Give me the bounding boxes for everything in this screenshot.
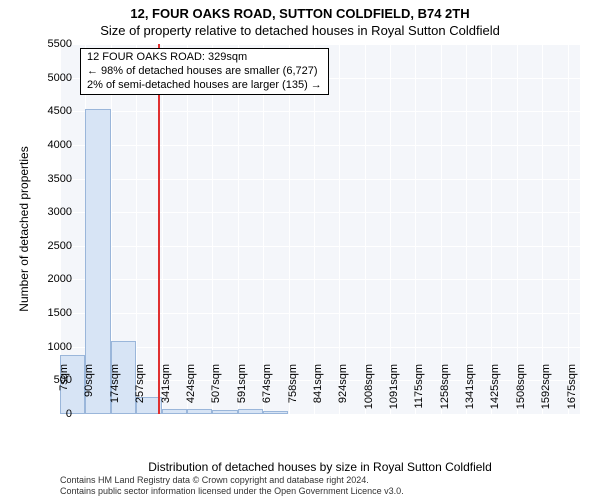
- x-tick-label: 507sqm: [210, 364, 222, 424]
- grid-line-h: [60, 145, 580, 146]
- annotation-line3: 2% of semi-detached houses are larger (1…: [87, 79, 322, 93]
- x-tick-label: 758sqm: [287, 364, 299, 424]
- footer-line1: Contains HM Land Registry data © Crown c…: [60, 475, 580, 486]
- grid-line-v: [466, 44, 467, 414]
- x-tick-label: 1175sqm: [413, 364, 425, 424]
- y-tick-label: 3000: [22, 206, 72, 218]
- y-tick-label: 3500: [22, 173, 72, 185]
- y-tick-label: 1000: [22, 341, 72, 353]
- y-tick-label: 4500: [22, 105, 72, 117]
- x-tick-label: 174sqm: [109, 364, 121, 424]
- grid-line-v: [441, 44, 442, 414]
- grid-line-h: [60, 44, 580, 45]
- x-tick-label: 1341sqm: [464, 364, 476, 424]
- x-tick-label: 424sqm: [185, 364, 197, 424]
- grid-line-h: [60, 246, 580, 247]
- x-tick-label: 7sqm: [58, 364, 70, 424]
- grid-line-v: [568, 44, 569, 414]
- grid-line-h: [60, 279, 580, 280]
- reference-line: [158, 44, 160, 414]
- y-tick-label: 1500: [22, 307, 72, 319]
- grid-line-v: [339, 44, 340, 414]
- annotation-line2: ← 98% of detached houses are smaller (6,…: [87, 65, 322, 79]
- grid-line-h: [60, 347, 580, 348]
- y-tick-label: 2500: [22, 240, 72, 252]
- y-axis-label: Number of detached properties: [8, 44, 26, 414]
- x-axis-label: Distribution of detached houses by size …: [60, 460, 580, 474]
- grid-line-v: [542, 44, 543, 414]
- annotation-box: 12 FOUR OAKS ROAD: 329sqm← 98% of detach…: [80, 48, 329, 95]
- x-tick-label: 1675sqm: [566, 364, 578, 424]
- grid-line-h: [60, 212, 580, 213]
- page-title-address: 12, FOUR OAKS ROAD, SUTTON COLDFIELD, B7…: [0, 0, 600, 21]
- footer-line2: Contains public sector information licen…: [60, 486, 580, 497]
- x-tick-label: 1091sqm: [388, 364, 400, 424]
- x-tick-label: 1508sqm: [515, 364, 527, 424]
- x-tick-label: 1008sqm: [363, 364, 375, 424]
- annotation-line1: 12 FOUR OAKS ROAD: 329sqm: [87, 51, 322, 65]
- grid-line-v: [238, 44, 239, 414]
- page-subtitle: Size of property relative to detached ho…: [0, 21, 600, 38]
- chart-container: 12 FOUR OAKS ROAD: 329sqm← 98% of detach…: [60, 44, 580, 414]
- x-tick-label: 841sqm: [312, 364, 324, 424]
- x-tick-label: 90sqm: [83, 364, 95, 424]
- x-tick-label: 1592sqm: [540, 364, 552, 424]
- footer-attribution: Contains HM Land Registry data © Crown c…: [60, 475, 580, 497]
- x-tick-label: 591sqm: [236, 364, 248, 424]
- grid-line-v: [263, 44, 264, 414]
- y-tick-label: 4000: [22, 139, 72, 151]
- grid-line-v: [162, 44, 163, 414]
- grid-line-v: [289, 44, 290, 414]
- grid-line-h: [60, 111, 580, 112]
- x-tick-label: 1425sqm: [489, 364, 501, 424]
- x-tick-label: 257sqm: [134, 364, 146, 424]
- grid-line-v: [187, 44, 188, 414]
- grid-line-h: [60, 313, 580, 314]
- grid-line-v: [314, 44, 315, 414]
- x-tick-label: 341sqm: [160, 364, 172, 424]
- grid-line-v: [517, 44, 518, 414]
- y-tick-label: 5500: [22, 38, 72, 50]
- grid-line-v: [365, 44, 366, 414]
- y-tick-label: 2000: [22, 273, 72, 285]
- grid-line-v: [136, 44, 137, 414]
- grid-line-v: [491, 44, 492, 414]
- chart-plot-area: 12 FOUR OAKS ROAD: 329sqm← 98% of detach…: [60, 44, 580, 414]
- grid-line-v: [212, 44, 213, 414]
- y-tick-label: 5000: [22, 72, 72, 84]
- x-tick-label: 1258sqm: [439, 364, 451, 424]
- grid-line-h: [60, 179, 580, 180]
- grid-line-v: [390, 44, 391, 414]
- x-tick-label: 674sqm: [261, 364, 273, 424]
- x-tick-label: 924sqm: [337, 364, 349, 424]
- grid-line-v: [415, 44, 416, 414]
